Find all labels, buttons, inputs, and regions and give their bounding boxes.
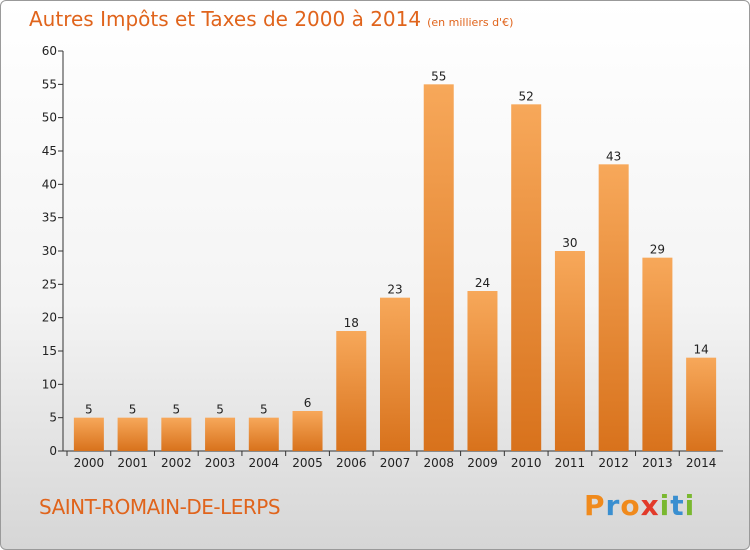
logo-letter: i	[684, 489, 696, 522]
bar-value-label: 5	[260, 403, 268, 417]
y-tick-label: 60	[42, 44, 57, 58]
proxiti-logo: Proxiti	[584, 489, 695, 522]
bar	[248, 417, 279, 451]
y-tick-label: 35	[42, 211, 57, 225]
bar	[205, 417, 236, 451]
bar	[686, 357, 717, 451]
bar-value-label: 6	[304, 396, 312, 410]
x-tick-label: 2004	[249, 456, 280, 470]
logo-letter: r	[605, 489, 621, 522]
x-tick-label: 2003	[205, 456, 236, 470]
y-tick-label: 30	[42, 244, 57, 258]
x-tick-label: 2002	[161, 456, 192, 470]
x-tick-label: 2011	[555, 456, 586, 470]
y-tick-label: 10	[42, 377, 57, 391]
x-tick-label: 2009	[467, 456, 498, 470]
bar	[161, 417, 192, 451]
chart-title: Autres Impôts et Taxes de 2000 à 2014 (en…	[29, 7, 513, 31]
commune-name: SAINT-ROMAIN-DE-LERPS	[39, 495, 281, 519]
bar	[73, 417, 104, 451]
x-tick-label: 2014	[686, 456, 717, 470]
y-tick-label: 40	[42, 177, 57, 191]
logo-letter: o	[620, 489, 641, 522]
bar	[117, 417, 148, 451]
x-tick-label: 2005	[292, 456, 323, 470]
bar-value-label: 5	[216, 403, 224, 417]
x-tick-label: 2010	[511, 456, 542, 470]
bar	[511, 104, 542, 451]
bar-value-label: 5	[173, 403, 181, 417]
bar	[380, 297, 410, 451]
y-tick-label: 25	[42, 277, 57, 291]
bar-value-label: 5	[85, 403, 93, 417]
bar-value-label: 43	[606, 149, 621, 163]
bar-value-label: 18	[344, 316, 359, 330]
y-tick-label: 50	[42, 111, 57, 125]
x-tick-label: 2008	[423, 456, 454, 470]
x-tick-label: 2000	[74, 456, 105, 470]
bar	[598, 164, 629, 452]
bar-value-label: 52	[519, 89, 534, 103]
logo-letter: i	[659, 489, 671, 522]
logo-letter: P	[584, 489, 606, 522]
y-tick-label: 20	[42, 311, 57, 325]
y-tick-label: 0	[49, 444, 57, 458]
x-tick-label: 2007	[380, 456, 411, 470]
bar	[292, 411, 323, 451]
bar	[336, 331, 367, 451]
chart-subtitle: (en milliers d'€)	[427, 16, 514, 29]
bar	[554, 251, 585, 451]
bar-value-label: 24	[475, 276, 490, 290]
x-tick-label: 2006	[336, 456, 367, 470]
y-tick-label: 55	[42, 77, 57, 91]
bar-value-label: 5	[129, 403, 137, 417]
y-tick-label: 5	[49, 411, 57, 425]
bar-value-label: 29	[650, 243, 665, 257]
bar-value-label: 30	[562, 236, 577, 250]
y-tick-label: 15	[42, 344, 57, 358]
bar-value-label: 14	[693, 343, 708, 357]
bar-value-label: 55	[431, 69, 446, 83]
y-tick-label: 45	[42, 144, 57, 158]
x-tick-label: 2013	[642, 456, 673, 470]
x-tick-label: 2001	[117, 456, 148, 470]
bar	[642, 257, 673, 451]
bar	[423, 84, 454, 451]
bar	[467, 291, 498, 451]
logo-letter: x	[640, 489, 660, 522]
bar-value-label: 23	[387, 283, 402, 297]
chart-title-text: Autres Impôts et Taxes de 2000 à 2014	[29, 7, 422, 31]
x-tick-label: 2012	[598, 456, 629, 470]
logo-letter: t	[670, 489, 685, 522]
